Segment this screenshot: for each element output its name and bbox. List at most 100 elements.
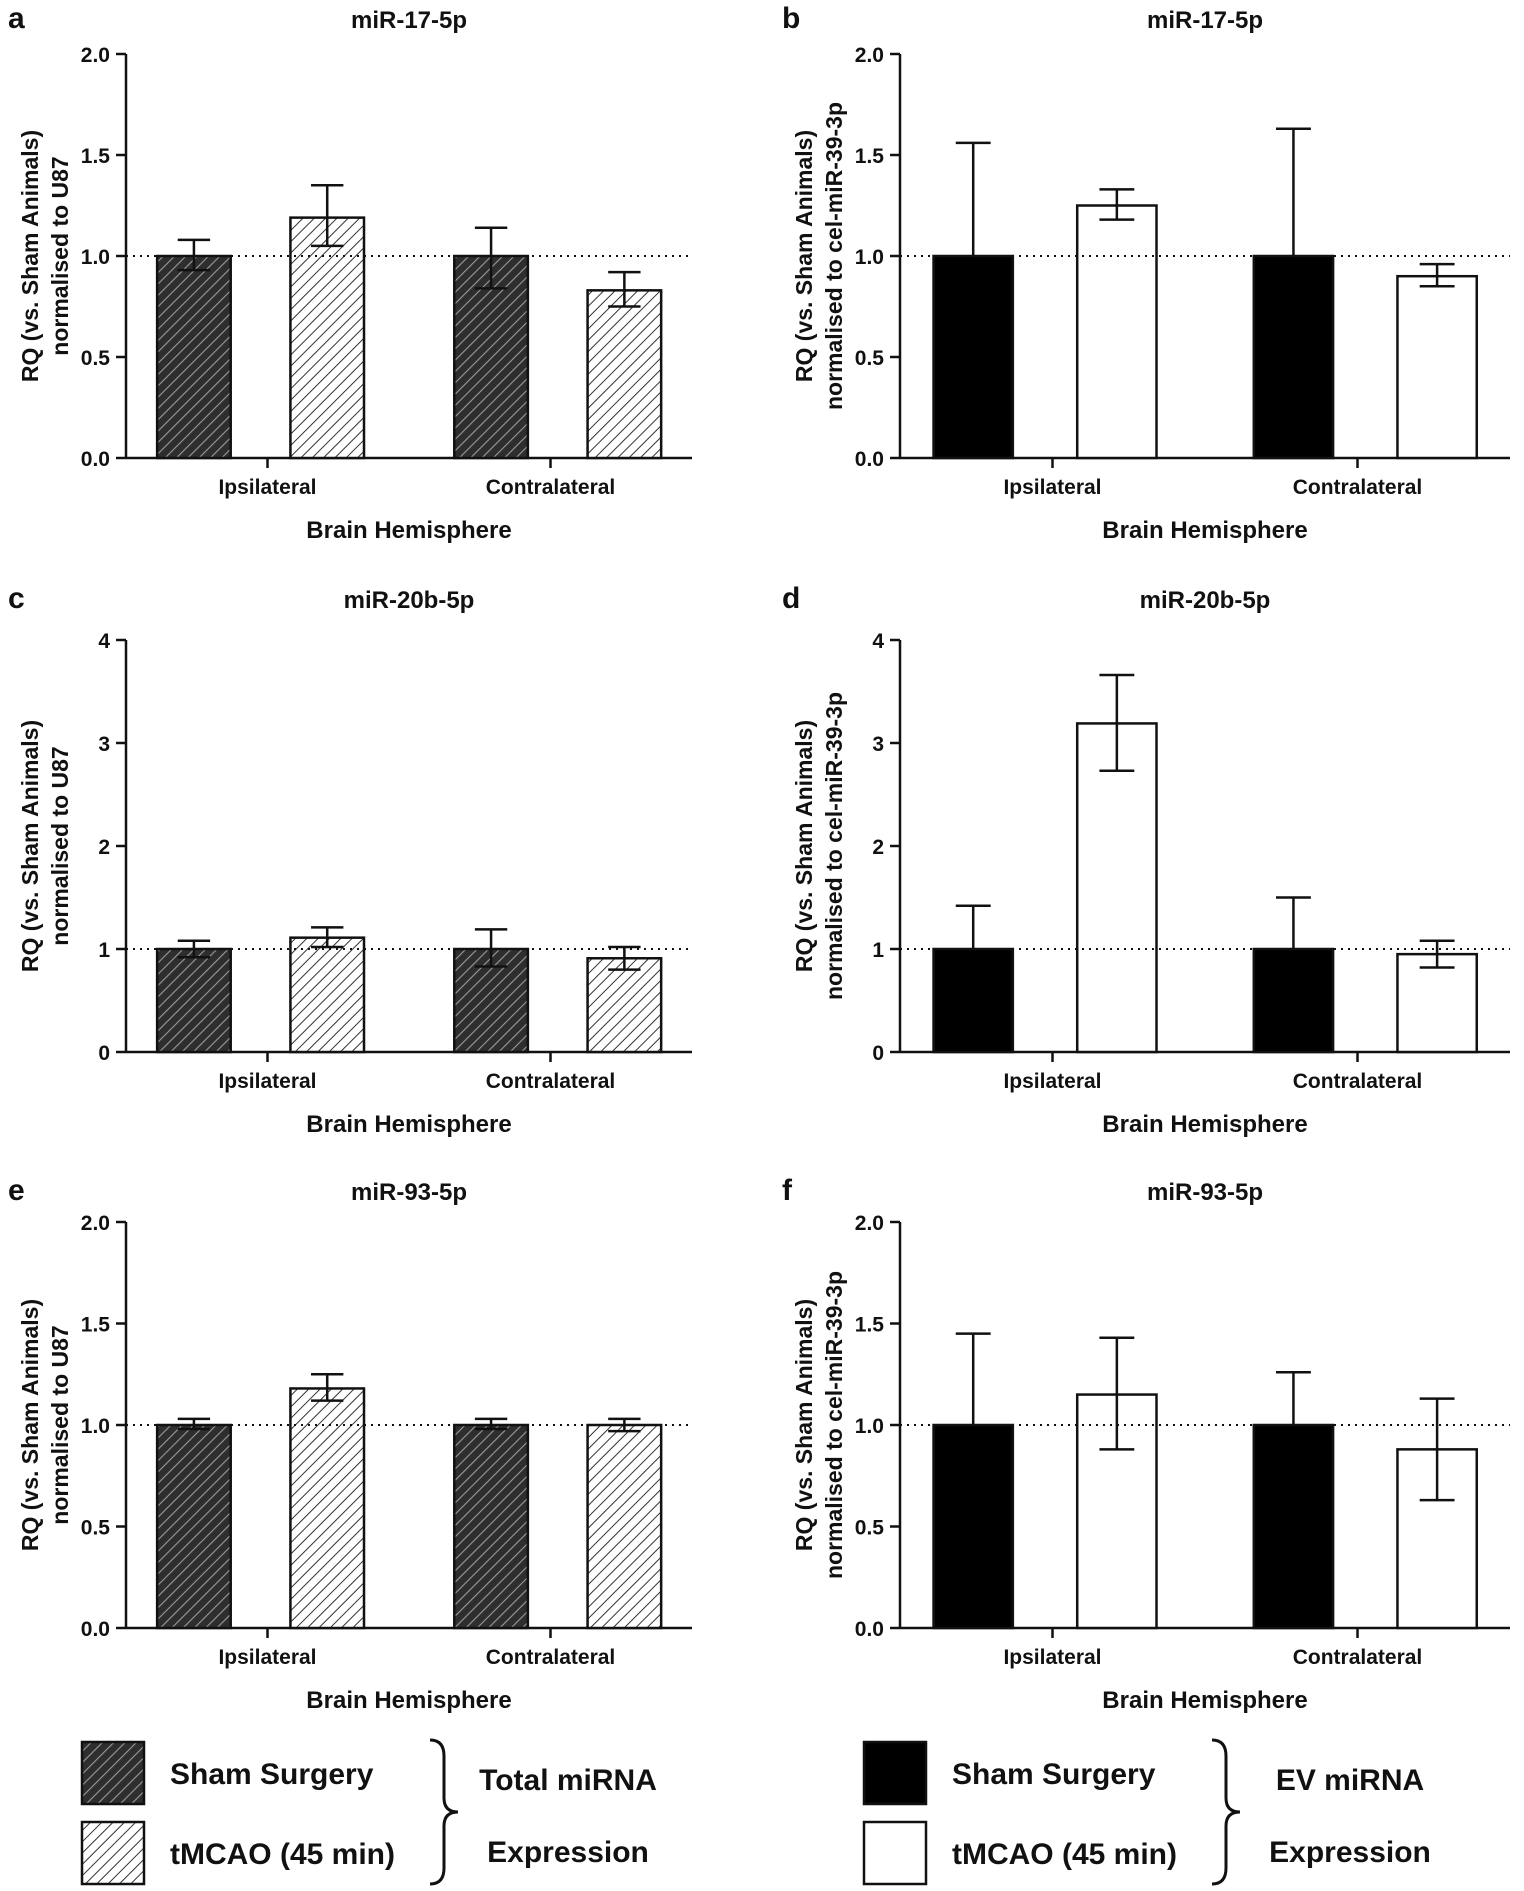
x-tick-label: Ipsilateral [218,1070,316,1093]
chart-title: miR-20b-5p [1140,587,1271,614]
bar-sham-contralateral [1252,947,1335,1054]
y-tick-label: 1.5 [855,145,885,168]
chart-title: miR-17-5p [1147,7,1263,34]
legend-group-label: Total miRNA [479,1764,657,1797]
chart-panel-d: d miR-20b-5p RQ (vs. Sham Animals) normalis… [782,582,1510,1138]
x-tick-label: Contralateral [1293,1070,1423,1093]
x-tick-label: Contralateral [486,1646,616,1669]
legend-swatch [80,1820,146,1886]
x-tick-label: Contralateral [1293,1646,1423,1669]
y-axis-label: RQ (vs. Sham Animals) normalised to U87 [17,1299,73,1551]
y-axis-label: RQ (vs. Sham Animals) normalised to cel-m… [791,102,847,410]
legend-label: Sham Surgery [170,1758,374,1791]
legend-group-label: EV miRNA [1276,1764,1424,1797]
legend-group-label: Expression [487,1836,649,1869]
chart-panel-a: a miR-17-5p RQ (vs. Sham Animals) normalise… [8,2,692,544]
y-tick-label: 4 [98,630,110,653]
y-axis-label-line: normalised to cel-miR-39-3p [821,692,847,1000]
y-axis-label: RQ (vs. Sham Animals) normalised to U87 [17,130,73,382]
y-axis-label-line: normalised to cel-miR-39-3p [821,102,847,410]
x-axis-label: Brain Hemisphere [306,517,511,544]
y-tick-label: 1.0 [81,1415,110,1438]
y-tick-label: 1.5 [81,145,111,168]
y-tick-label: 2 [98,836,110,859]
y-tick-label: 2.0 [855,1212,884,1235]
legend-label: tMCAO (45 min) [170,1838,395,1871]
chart-title: miR-93-5p [1147,1179,1263,1206]
x-tick-label: Ipsilateral [218,1646,316,1669]
bar-sham-ipsilateral [155,1423,232,1630]
bar-sham-ipsilateral [155,254,232,460]
bar-sham-ipsilateral [932,254,1015,460]
y-axis-label: RQ (vs. Sham Animals) normalised to cel-m… [791,1271,847,1579]
chart-panel-f: f miR-93-5p RQ (vs. Sham Animals) normalise… [782,1174,1510,1714]
y-tick-label: 2.0 [81,1212,110,1235]
y-tick-label: 2.0 [81,44,110,67]
x-axis-label: Brain Hemisphere [1102,517,1307,544]
y-tick-label: 0.5 [855,347,885,370]
panel-letter: c [8,582,25,615]
bar-sham-contralateral [1252,1423,1335,1630]
panel-letter: a [8,2,25,35]
y-tick-label: 3 [872,733,884,756]
y-tick-label: 1.0 [855,246,884,269]
bar-tmcao-contralateral [586,957,663,1054]
bar-tmcao-contralateral [1396,952,1479,1054]
bar-tmcao-ipsilateral [289,216,366,460]
x-tick-label: Ipsilateral [1003,1646,1101,1669]
legend-label: Sham Surgery [952,1758,1156,1791]
y-axis-label-line: RQ (vs. Sham Animals) [17,1299,43,1551]
y-tick-label: 0.0 [81,448,110,471]
y-tick-label: 4 [872,630,884,653]
bar-tmcao-ipsilateral [289,1387,366,1630]
x-tick-label: Contralateral [486,476,616,499]
chart-title: miR-17-5p [351,7,467,34]
panel-letter: d [782,582,800,615]
y-axis-label-line: RQ (vs. Sham Animals) [791,130,817,382]
y-axis-label-line: normalised to U87 [47,1325,73,1524]
y-tick-label: 0 [872,1042,884,1065]
y-tick-label: 1.0 [81,246,110,269]
bar-sham-ipsilateral [932,1423,1015,1630]
y-tick-label: 0.5 [855,1517,885,1540]
panel-letter: b [782,2,800,35]
y-tick-label: 0 [98,1042,110,1065]
bar-sham-ipsilateral [155,947,232,1054]
y-tick-label: 1.5 [81,1314,111,1337]
y-tick-label: 0.0 [81,1618,110,1641]
x-tick-label: Ipsilateral [218,476,316,499]
x-tick-label: Contralateral [486,1070,616,1093]
bar-tmcao-ipsilateral [1075,204,1158,460]
y-tick-label: 1 [872,939,884,962]
x-tick-label: Ipsilateral [1003,1070,1101,1093]
y-tick-label: 1 [98,939,110,962]
chart-title: miR-20b-5p [344,587,475,614]
legend-group-label: Expression [1269,1836,1431,1869]
legend-brace [1211,1738,1241,1886]
bar-tmcao-ipsilateral [289,936,366,1054]
y-axis-label-line: RQ (vs. Sham Animals) [791,720,817,972]
bar-sham-contralateral [1252,254,1335,460]
y-tick-label: 1.0 [855,1415,884,1438]
legend-label: tMCAO (45 min) [952,1838,1177,1871]
x-axis-label: Brain Hemisphere [1102,1111,1307,1138]
y-axis-label: RQ (vs. Sham Animals) normalised to cel-m… [791,692,847,1000]
y-tick-label: 0.5 [81,1517,111,1540]
x-tick-label: Ipsilateral [1003,476,1101,499]
legend-total: Sham Surgery tMCAO (45 min) Total miRNA Exp… [80,1738,657,1886]
y-tick-label: 0.0 [855,1618,884,1641]
x-axis-label: Brain Hemisphere [306,1687,511,1714]
bar-tmcao-contralateral [586,1423,663,1630]
legend-swatch [80,1740,146,1806]
y-axis-label-line: RQ (vs. Sham Animals) [791,1299,817,1551]
y-axis-label-line: normalised to U87 [47,156,73,355]
bar-sham-contralateral [453,1423,530,1630]
y-tick-label: 2.0 [855,44,884,67]
y-tick-label: 1.5 [855,1314,885,1337]
chart-panel-e: e miR-93-5p RQ (vs. Sham Animals) normalise… [8,1174,692,1714]
y-axis-label-line: normalised to cel-miR-39-3p [821,1271,847,1579]
panel-letter: e [8,1174,25,1207]
legend-ev: Sham Surgery tMCAO (45 min) EV miRNA Expres… [862,1738,1431,1886]
x-tick-label: Contralateral [1293,476,1423,499]
